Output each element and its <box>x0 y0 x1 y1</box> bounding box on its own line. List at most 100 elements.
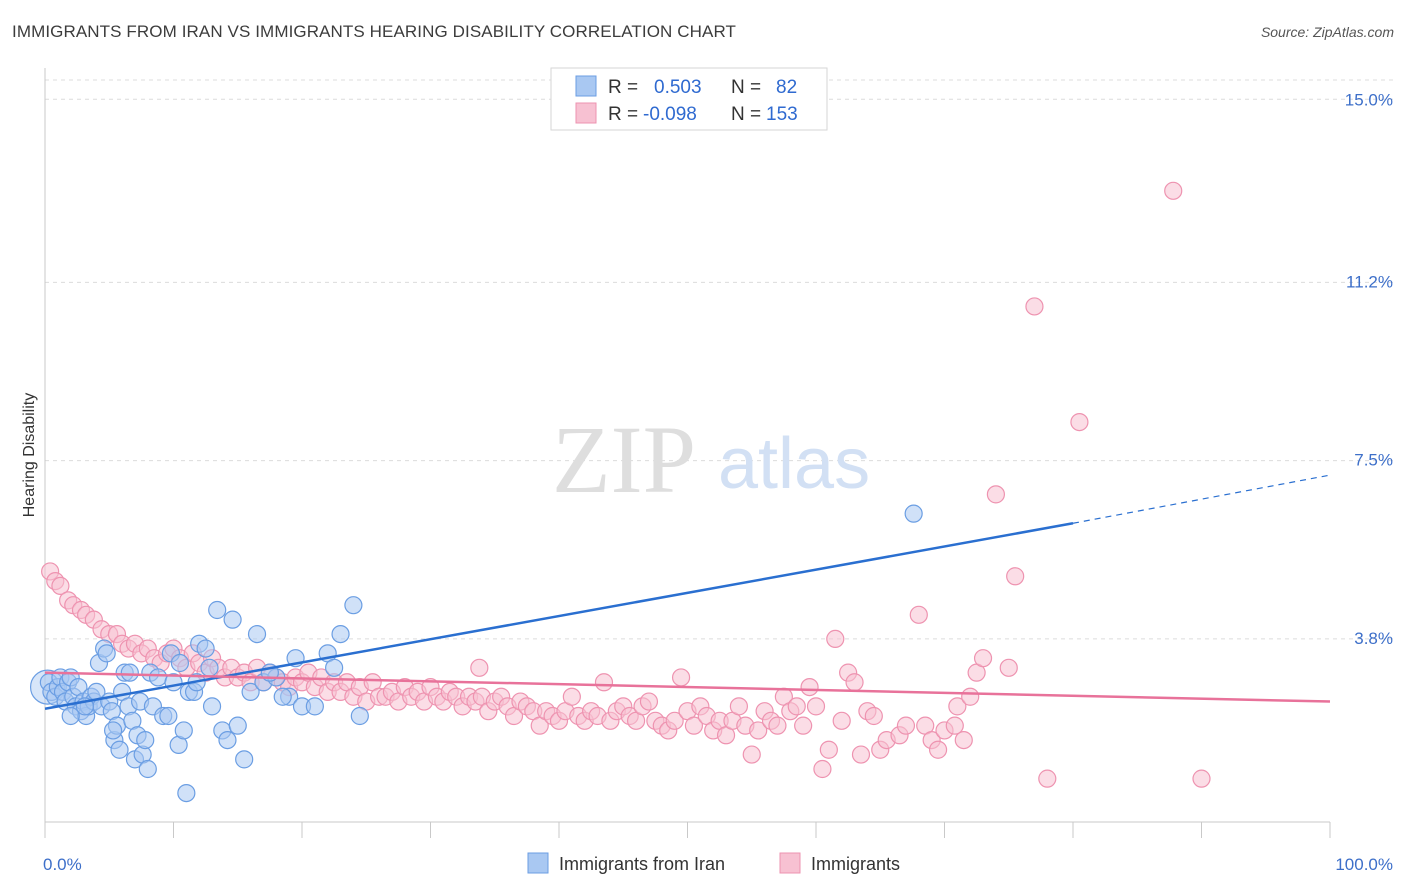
point-immigrants <box>864 706 883 726</box>
point-immigrants <box>800 677 819 697</box>
point-immigrants <box>51 576 70 596</box>
correlation-legend: R = 0.503 N = 82 R = -0.098 N = 153 <box>550 67 828 131</box>
point-immigrants-from-iran <box>174 721 193 740</box>
legend-box <box>550 67 828 131</box>
series-legend: Immigrants from Iran Immigrants <box>527 852 900 874</box>
point-immigrants <box>909 605 928 624</box>
legend-swatch-pink <box>575 102 597 124</box>
legend-r-label-pink: R = <box>608 104 638 125</box>
y-tick-label: 15.0% <box>1345 90 1393 109</box>
tick-labels: 3.8% 7.5% 11.2% 15.0% 0.0% 100.0% <box>43 90 1393 874</box>
point-immigrants-from-iran <box>136 730 155 750</box>
point-immigrants-from-iran <box>331 624 350 644</box>
legend-r-label-blue: R = <box>608 77 638 98</box>
point-immigrants <box>813 759 832 779</box>
trend-line-immigrants <box>44 671 1331 703</box>
point-immigrants-from-iran <box>159 706 178 726</box>
bottom-legend-swatch-pink <box>779 852 801 874</box>
point-immigrants-from-iran <box>97 644 116 663</box>
series-immigrants-from-iran <box>29 504 923 803</box>
point-immigrants <box>1038 769 1057 788</box>
point-immigrants-from-iran <box>228 716 247 735</box>
trend-lines <box>44 474 1331 711</box>
point-immigrants <box>948 697 967 716</box>
point-immigrants <box>896 716 916 735</box>
y-tick-label: 7.5% <box>1354 451 1393 470</box>
point-immigrants <box>845 673 864 692</box>
point-immigrants <box>1025 297 1044 316</box>
point-immigrants-from-iran <box>170 653 190 673</box>
point-immigrants-from-iran <box>247 624 267 644</box>
point-immigrants-from-iran <box>325 658 344 677</box>
point-immigrants-from-iran <box>110 740 129 759</box>
point-immigrants-from-iran <box>138 759 157 779</box>
trend-line-iran <box>44 522 1074 711</box>
trend-line-iran-extension <box>1072 474 1331 524</box>
point-immigrants <box>671 668 691 687</box>
point-immigrants <box>470 658 489 677</box>
point-immigrants-from-iran <box>235 750 254 769</box>
point-immigrants-from-iran <box>177 783 196 803</box>
watermark: ZIP atlas <box>552 406 870 513</box>
point-immigrants <box>945 716 964 735</box>
axes <box>44 68 1331 838</box>
x-tick-label-max: 100.0% <box>1335 855 1393 874</box>
point-immigrants <box>1192 769 1211 788</box>
bottom-legend-label-immigrants: Immigrants <box>811 854 900 874</box>
point-immigrants <box>768 716 787 735</box>
point-immigrants <box>999 658 1018 677</box>
point-immigrants <box>562 687 581 706</box>
point-immigrants <box>742 745 761 764</box>
point-immigrants <box>928 740 948 759</box>
point-immigrants <box>794 716 813 735</box>
point-immigrants-from-iran <box>104 721 123 740</box>
point-immigrants <box>749 721 768 740</box>
point-immigrants-from-iran <box>202 697 222 716</box>
point-immigrants <box>986 485 1006 504</box>
point-immigrants <box>851 745 871 764</box>
point-immigrants-from-iran <box>305 697 324 716</box>
point-immigrants <box>1070 412 1089 432</box>
legend-n-label-blue: N = <box>731 77 761 98</box>
legend-swatch-blue <box>575 75 597 97</box>
point-immigrants <box>819 740 838 759</box>
point-immigrants-from-iran <box>61 706 80 726</box>
source-label: Source: ZipAtlas.com <box>1260 24 1394 40</box>
point-immigrants <box>954 730 973 750</box>
point-immigrants <box>665 711 684 730</box>
x-tick-label-min: 0.0% <box>43 855 82 874</box>
legend-n-label-pink: N = <box>731 104 761 125</box>
point-immigrants-from-iran <box>200 658 219 677</box>
point-immigrants-from-iran <box>904 504 923 523</box>
point-immigrants-from-iran <box>273 687 292 706</box>
watermark-zip: ZIP <box>552 406 696 513</box>
point-immigrants-from-iran <box>344 596 363 615</box>
point-immigrants <box>729 697 749 716</box>
point-immigrants <box>639 692 659 711</box>
point-immigrants <box>973 649 993 668</box>
point-immigrants <box>806 697 826 716</box>
point-immigrants <box>961 687 980 706</box>
point-immigrants-from-iran <box>241 682 260 702</box>
point-immigrants <box>1164 181 1183 200</box>
point-immigrants-from-iran <box>120 663 139 682</box>
point-immigrants <box>594 673 614 692</box>
point-immigrants <box>684 716 704 735</box>
point-immigrants-from-iran <box>350 706 369 726</box>
point-immigrants <box>826 629 845 649</box>
legend-r-value-pink: -0.098 <box>643 104 697 125</box>
point-immigrants <box>832 711 851 730</box>
y-axis-title: Hearing Disability <box>21 393 38 518</box>
y-tick-label: 11.2% <box>1346 272 1393 291</box>
bottom-legend-swatch-blue <box>527 852 549 874</box>
point-immigrants <box>1006 567 1025 586</box>
point-immigrants-from-iran <box>208 600 227 620</box>
legend-n-value-blue: 82 <box>776 77 797 98</box>
point-immigrants-from-iran <box>148 668 168 687</box>
chart-title: IMMIGRANTS FROM IRAN VS IMMIGRANTS HEARI… <box>12 22 737 41</box>
watermark-atlas: atlas <box>718 424 870 504</box>
y-tick-label: 3.8% <box>1354 629 1393 648</box>
point-immigrants-from-iran <box>218 730 237 750</box>
bottom-legend-label-iran: Immigrants from Iran <box>559 854 725 874</box>
